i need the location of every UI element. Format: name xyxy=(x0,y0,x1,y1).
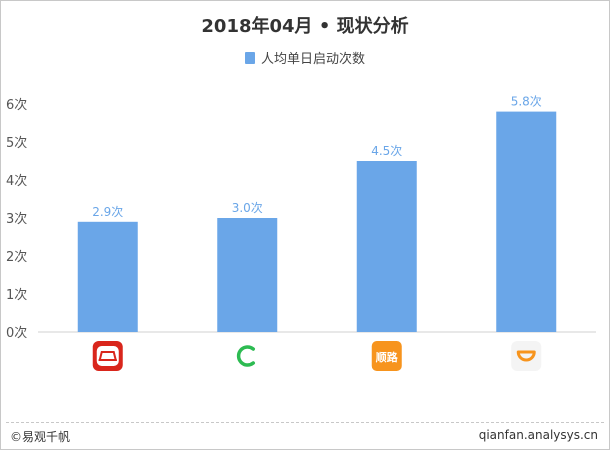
bar-value-label: 2.9次 xyxy=(92,205,123,219)
y-tick-label: 3次 xyxy=(6,211,27,227)
bar xyxy=(356,161,417,332)
y-tick-label: 5次 xyxy=(6,135,27,151)
y-tick-label: 6次 xyxy=(6,97,27,113)
app-icon-orange-didi xyxy=(511,341,542,371)
bar-value-label: 5.8次 xyxy=(511,95,542,109)
bar xyxy=(217,218,278,332)
chart-legend: 人均单日启动次数 xyxy=(0,48,610,67)
y-tick-label: 4次 xyxy=(6,173,27,189)
bar xyxy=(77,221,138,332)
app-icon-orange-shunlu: 顺路 xyxy=(371,341,402,371)
y-tick-label: 1次 xyxy=(6,287,27,303)
footer-source: ©易观千帆 xyxy=(10,430,71,444)
legend-label: 人均单日启动次数 xyxy=(260,52,365,67)
bar-value-label: 3.0次 xyxy=(232,201,263,215)
app-icon-red-car xyxy=(92,341,123,371)
bar xyxy=(496,111,557,332)
app-icon-green-c xyxy=(232,341,263,371)
footer-divider xyxy=(6,422,604,423)
y-tick-label: 0次 xyxy=(6,325,27,341)
footer-url: qianfan.analysys.cn xyxy=(478,428,598,442)
svg-text:顺路: 顺路 xyxy=(376,350,399,364)
bar-value-label: 4.5次 xyxy=(371,144,402,158)
y-tick-label: 2次 xyxy=(6,249,27,265)
chart-title: 2018年04月 • 现状分析 xyxy=(201,16,409,37)
legend-swatch xyxy=(244,51,255,64)
